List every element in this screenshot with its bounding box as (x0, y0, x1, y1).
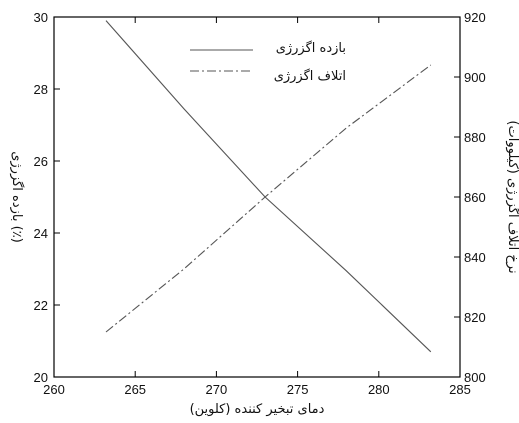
left-y-tick-label: 26 (34, 154, 48, 169)
left-y-tick-label: 24 (34, 226, 48, 241)
left-y-tick-label: 20 (34, 370, 48, 385)
right-y-tick-label: 820 (464, 310, 486, 325)
right-y-tick-label: 880 (464, 130, 486, 145)
x-axis-title: دمای تبخیر کننده (کلوین) (190, 402, 325, 417)
series-layer (105, 20, 432, 353)
x-tick-label: 265 (124, 382, 146, 397)
legend: بازده اگزرژی اتلاف اگزرژی (190, 40, 346, 84)
left-y-axis-title: بازده اگزرژی (٪) (9, 151, 25, 243)
x-tick-label: 275 (287, 382, 309, 397)
x-tick-label: 285 (449, 382, 471, 397)
legend-label-exergy-destruction: اتلاف اگزرژی (274, 68, 346, 84)
left-y-tick-label: 28 (34, 82, 48, 97)
plot-frame (53, 16, 461, 378)
right-y-tick-label: 840 (464, 250, 486, 265)
right-y-axis-ticks: 800 820 840 860 880 900 920 (454, 10, 486, 385)
x-tick-label: 280 (368, 382, 390, 397)
right-y-tick-label: 860 (464, 190, 486, 205)
right-y-tick-label: 920 (464, 10, 486, 25)
x-tick-label: 260 (43, 382, 65, 397)
left-y-tick-label: 30 (34, 10, 48, 25)
left-y-tick-label: 22 (34, 298, 48, 313)
series-exergy-efficiency-line (105, 20, 432, 353)
right-y-tick-label: 800 (464, 370, 486, 385)
left-y-axis-ticks: 20 22 24 26 28 30 (34, 10, 60, 385)
legend-label-exergy-efficiency: بازده اگزرژی (276, 40, 346, 56)
right-y-tick-label: 900 (464, 70, 486, 85)
x-axis-ticks: 260 265 270 275 280 285 (43, 17, 471, 397)
right-y-axis-title: نرخ اتلاف اگزرژی (کیلووات) (505, 120, 519, 273)
series-exergy-destruction-line (105, 64, 432, 333)
x-tick-label: 270 (206, 382, 228, 397)
